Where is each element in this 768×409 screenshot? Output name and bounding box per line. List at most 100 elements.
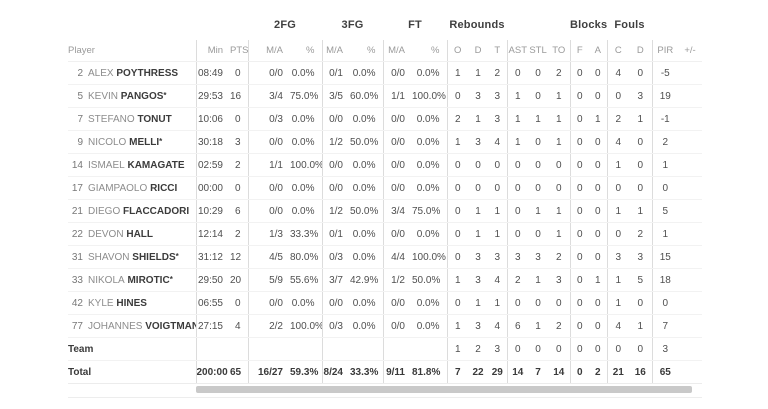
stat-cell: 1 [528,314,549,338]
stat-cell: 12 [230,245,248,269]
stat-cell [678,107,703,131]
stat-cell: 0 [548,153,571,177]
stat-cell: 00:00 [195,176,230,200]
stat-cell: 0.0% [290,130,322,154]
stat-cell: -5 [651,61,679,85]
stat-cell: 0/0 [382,176,412,200]
stat-cell: 2 [468,337,488,361]
stat-cell: 0 [629,153,653,177]
player-name-cell: 14 ISMAEL KAMAGATE [68,153,196,177]
stat-cell: 0 [629,291,653,315]
stat-cell: 4 [606,130,630,154]
stat-cell: 3 [488,245,508,269]
stat-cell: 0 [506,337,529,361]
stat-cell: 16 [629,360,653,384]
player-row: 14 ISMAEL KAMAGATE 02:59 2 1/1 100.0% 0/0 0.0% 0… [68,153,703,177]
player-name-cell: 9 NICOLO MELLI* [68,130,196,154]
stat-cell: 0 [589,337,608,361]
stat-cell: 1 [651,153,679,177]
stat-cell: 0 [468,153,488,177]
stat-cell: 0 [569,130,590,154]
stat-cell: 0/0 [382,107,412,131]
stat-cell: 12:14 [195,222,230,246]
stat-cell: 1 [528,107,549,131]
stat-cell: 0 [528,84,549,108]
stat-cell: 4 [606,314,630,338]
stat-cell: 0 [569,245,590,269]
stat-cell: 0/1 [321,61,350,85]
stat-cell: 0.0% [350,176,383,200]
group-header-2fg: 2FG [274,19,296,31]
jersey-number: 5 [77,90,83,102]
stat-cell [678,314,703,338]
stat-cell: 2 [230,222,248,246]
player-first-name: SHAVON [88,251,130,263]
horizontal-scrollbar-thumb[interactable] [196,386,692,393]
stat-cell: 0/3 [247,107,290,131]
player-row: 22 DEVON HALL 12:14 2 1/3 33.3% 0/1 0.0% 0/0 0.0%… [68,222,703,246]
stat-cell: 0/1 [321,222,350,246]
player-first-name: GIAMPAOLO [88,182,148,194]
stat-cell: 22 [468,360,488,384]
stat-cell: 1 [629,199,653,223]
stat-cell: 200:00 [195,360,230,384]
stat-cell: 0 [629,130,653,154]
stat-cell: 1 [548,107,571,131]
stat-cell: 3/5 [321,84,350,108]
stat-cell: 75.0% [290,84,322,108]
stat-cell: 2 [548,245,571,269]
stat-cell: 0/0 [247,176,290,200]
jersey-number: 42 [71,297,83,309]
player-last-name: HINES [116,297,147,309]
stat-cell: 0 [569,107,590,131]
player-last-name: FLACCADORI [123,205,190,217]
stat-cell: 0 [446,245,468,269]
col-header--: % [350,40,383,62]
group-header-rebounds: Rebounds [449,19,505,31]
stat-cell [412,337,447,361]
col-header--: % [412,40,447,62]
col-header-t: T [488,40,508,62]
stat-cell [678,337,703,361]
col-header-player: Player [68,40,196,62]
col-header-m-a: M/A [321,40,350,62]
stat-cell: 0.0% [350,107,383,131]
stat-cell: 0.0% [412,222,447,246]
stat-cell: 0.0% [412,153,447,177]
stat-cell: 0 [569,153,590,177]
box-score-table: 2FG 3FG FT Rebounds Blocks Fouls Player Min PTS M… [68,10,703,384]
player-last-name: HALL [126,228,154,240]
stat-cell: 75.0% [412,199,447,223]
stat-cell: 0.0% [412,107,447,131]
jersey-number: 17 [71,182,83,194]
player-name-cell: 22 DEVON HALL [68,222,196,246]
player-first-name: ALEX [88,67,114,79]
stat-cell: 0/0 [247,199,290,223]
col-header-m-a: M/A [382,40,412,62]
player-first-name: DEVON [88,228,124,240]
stat-cell: 0.0% [350,61,383,85]
stat-cell: 0.0% [290,107,322,131]
stat-cell: 0 [606,222,630,246]
stat-cell: 0 [589,84,608,108]
stat-cell: 0 [589,245,608,269]
player-name-cell: 2 ALEX POYTHRESS [68,61,196,85]
stat-cell: 29:50 [195,268,230,292]
starter-mark: * [159,136,163,146]
stat-cell: 14 [548,360,571,384]
stat-cell: 0 [548,337,571,361]
stat-cell: 0 [606,84,630,108]
starter-mark: * [175,251,179,261]
stat-cell: 0 [230,291,248,315]
col-header-d: D [629,40,653,62]
stat-cell: 0 [528,176,549,200]
stat-cell [678,291,703,315]
stat-cell: 0 [528,337,549,361]
stat-cell: 3 [528,245,549,269]
stat-cell: 65 [651,360,679,384]
stat-cell: 2 [651,130,679,154]
stat-cell: 2 [629,222,653,246]
table-header: 2FG 3FG FT Rebounds Blocks Fouls Player Min PTS M… [68,10,703,62]
jersey-number: 7 [77,113,83,125]
stat-cell: 1 [528,199,549,223]
